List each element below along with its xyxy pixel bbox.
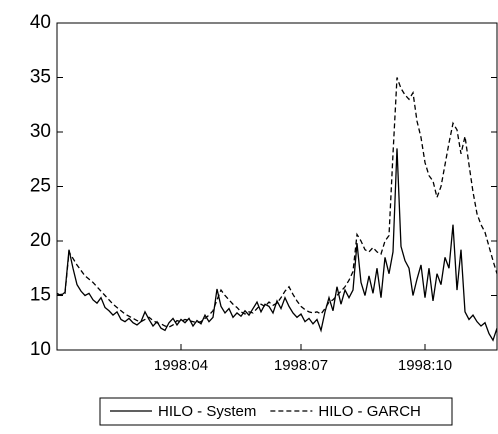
x-tick-label: 1998:10 — [398, 357, 452, 374]
x-tick-label: 1998:07 — [274, 357, 328, 374]
y-tick-label: 35 — [30, 67, 51, 88]
y-tick-label: 25 — [30, 176, 51, 197]
legend-frame — [99, 397, 453, 426]
y-tick-label: 30 — [30, 121, 51, 142]
legend-label: HILO - GARCH — [318, 403, 421, 420]
y-tick-label: 10 — [30, 339, 51, 360]
y-tick-label: 15 — [30, 285, 51, 306]
series-line — [56, 77, 498, 328]
y-tick-label: 20 — [30, 230, 51, 251]
legend-label: HILO - System — [158, 403, 256, 420]
y-tick-label: 40 — [30, 12, 51, 33]
x-tick-label: 1998:04 — [154, 357, 208, 374]
legend: HILO - System HILO - GARCH — [99, 397, 453, 426]
series-line — [56, 148, 498, 342]
